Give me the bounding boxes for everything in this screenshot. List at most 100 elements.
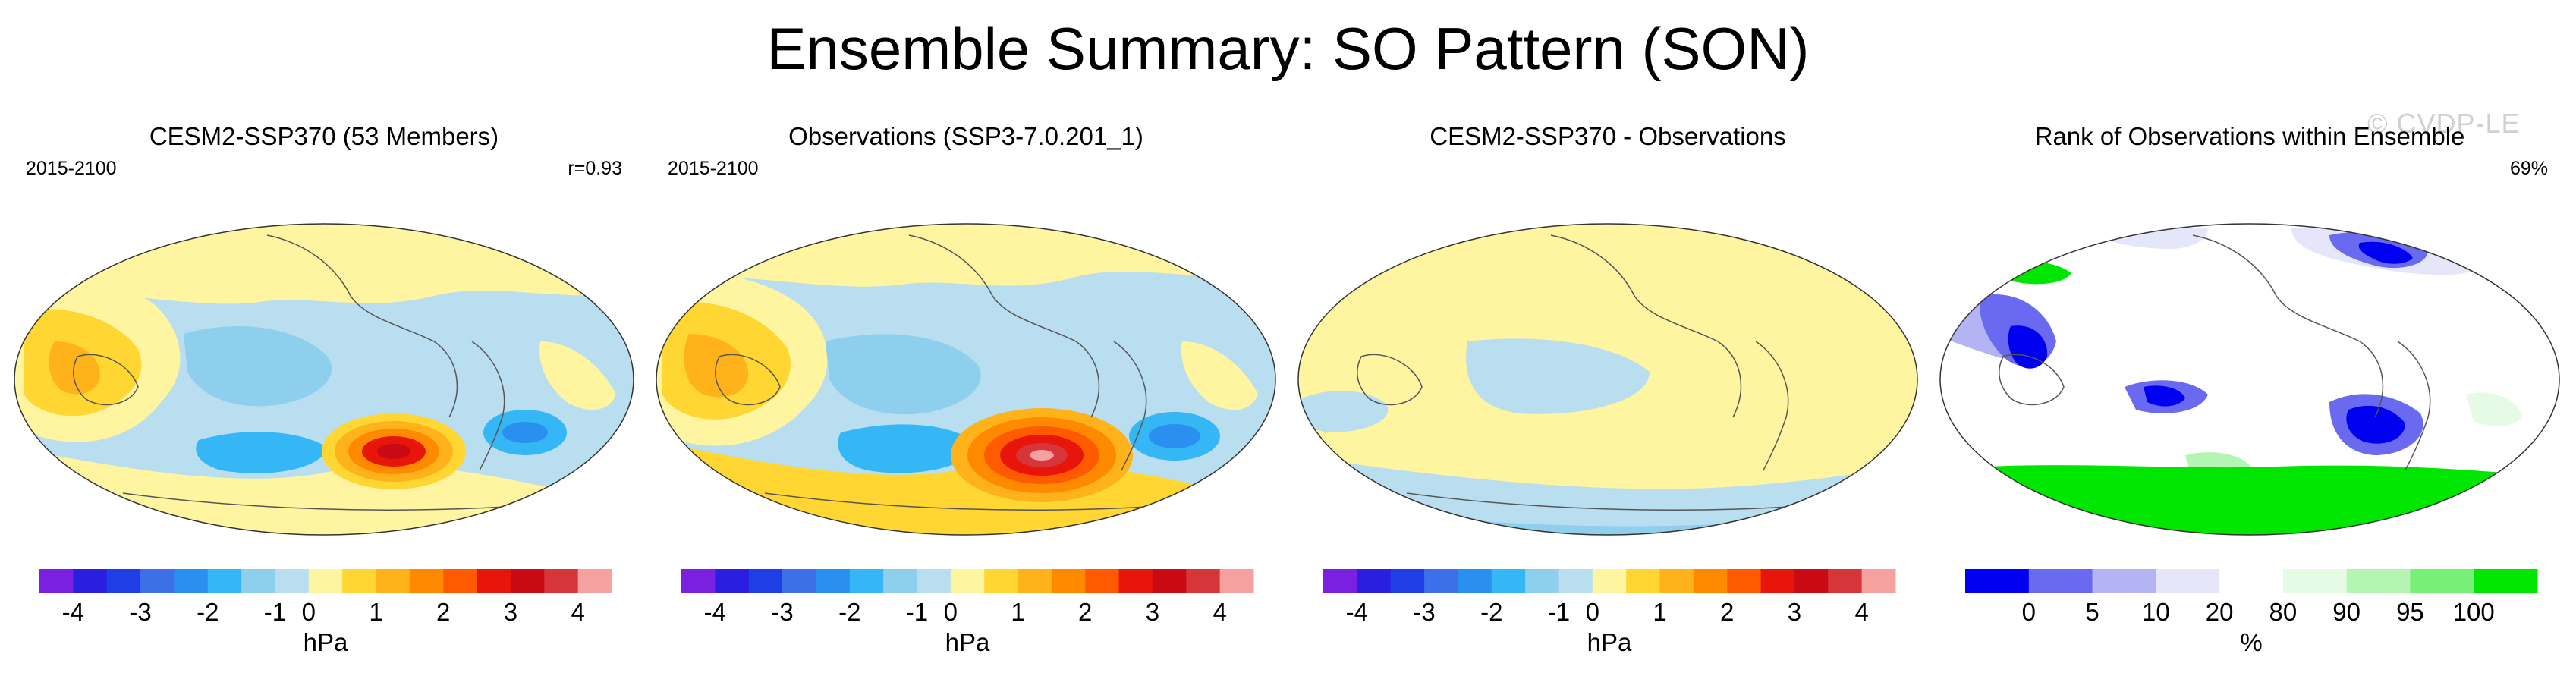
- colorbar-units-label: %: [2240, 628, 2262, 656]
- colorbar-swatch: [1424, 569, 1458, 593]
- colorbar-swatch: [342, 569, 377, 593]
- colorbar-tick-label: -4: [704, 598, 726, 626]
- colorbar-swatch: [883, 569, 917, 593]
- colorbar-swatch: [748, 569, 783, 593]
- percent-label: 69%: [2509, 158, 2548, 179]
- colorbar-swatch: [2282, 569, 2348, 593]
- colorbar-swatch: [308, 569, 343, 593]
- colorbar-swatch: [275, 569, 310, 593]
- period-label: 2015-2100: [26, 158, 117, 179]
- colorbar-tick-label: -1: [906, 598, 928, 626]
- colorbar-swatch: [1626, 569, 1661, 593]
- colorbar-swatch: [1592, 569, 1627, 593]
- colorbar-units-label: hPa: [304, 628, 348, 656]
- colorbar-swatch: [849, 569, 884, 593]
- colorbar-model: -4 -3 -2 -1 0 1 2 3 4 hPa: [39, 569, 612, 656]
- colorbar-swatch: [715, 569, 750, 593]
- colorbar-swatch: [577, 569, 612, 593]
- colorbar-tick-label: 4: [1213, 598, 1226, 626]
- colorbar-swatch: [140, 569, 175, 593]
- correlation-label: r=0.93: [568, 158, 622, 179]
- figure-title: Ensemble Summary: SO Pattern (SON): [766, 15, 1810, 82]
- colorbar-swatch: [443, 569, 478, 593]
- colorbar-swatch: [174, 569, 209, 593]
- panel-obs: Observations (SSP3-7.0.201_1) 2015-2100 …: [651, 114, 1281, 668]
- colorbar-swatch: [950, 569, 985, 593]
- colorbar-tick-label: 90: [2332, 598, 2361, 626]
- colorbar-tick-label: 0: [302, 598, 316, 626]
- colorbar-tick-label: -4: [1346, 598, 1368, 626]
- colorbar-tick-label: -2: [197, 598, 219, 626]
- colorbar-tick-label: 2: [436, 598, 450, 626]
- colorbar-swatch: [376, 569, 410, 593]
- colorbar-swatch: [1085, 569, 1120, 593]
- colorbar-swatch: [1152, 569, 1187, 593]
- panel-diff: CESM2-SSP370 - Observations -4 -3 -2 -1 0 1 2 3…: [1293, 114, 1923, 668]
- colorbar-tick-label: -3: [771, 598, 793, 626]
- colorbar-swatch: [106, 569, 141, 593]
- colorbar-tick-label: 3: [1146, 598, 1159, 626]
- colorbar-swatch: [1458, 569, 1492, 593]
- colorbar-tick-label: 80: [2269, 598, 2298, 626]
- panel-rank: Rank of Observations within Ensemble 69%…: [1935, 114, 2565, 668]
- colorbar-swatch: [477, 569, 511, 593]
- colorbar-tick-label: 3: [1788, 598, 1801, 626]
- colorbar-swatch: [1051, 569, 1086, 593]
- colorbar-swatch: [1659, 569, 1694, 593]
- colorbar-tick-label: 10: [2142, 598, 2170, 626]
- map-obs: [656, 223, 1276, 536]
- colorbar-tick-label: 5: [2085, 598, 2099, 626]
- colorbar-swatch: [207, 569, 242, 593]
- colorbar-swatch: [782, 569, 816, 593]
- colorbar-tick-label: 2: [1078, 598, 1092, 626]
- colorbar-swatch: [1558, 569, 1593, 593]
- colorbar-swatch: [510, 569, 545, 593]
- colorbar-swatch: [1727, 569, 1762, 593]
- colorbar-swatch: [2156, 569, 2220, 593]
- colorbar-swatch: [1760, 569, 1795, 593]
- colorbar-obs: -4 -3 -2 -1 0 1 2 3 4 hPa: [681, 569, 1254, 656]
- colorbar-tick-label: 3: [504, 598, 517, 626]
- colorbar-tick-label: -4: [62, 598, 84, 626]
- panel-title: Observations (SSP3-7.0.201_1): [788, 122, 1143, 150]
- colorbar-swatch: [1491, 569, 1526, 593]
- colorbar-tick-label: -1: [264, 598, 286, 626]
- colorbar-tick-label: 0: [2022, 598, 2036, 626]
- colorbar-swatch: [2028, 569, 2093, 593]
- colorbar-tick-label: 95: [2396, 598, 2424, 626]
- colorbar-tick-label: -3: [1413, 598, 1435, 626]
- panel-model: CESM2-SSP370 (53 Members) 2015-2100 r=0.…: [9, 114, 639, 668]
- colorbar-swatch: [1118, 569, 1153, 593]
- colorbar-swatch: [1219, 569, 1254, 593]
- colorbar-tick-label: 2: [1720, 598, 1734, 626]
- colorbar-swatch: [1965, 569, 2030, 593]
- colorbar-swatch: [917, 569, 951, 593]
- colorbar-swatch: [681, 569, 716, 593]
- colorbar-tick-label: 1: [1011, 598, 1024, 626]
- colorbar-tick-label: 0: [944, 598, 958, 626]
- panel-title: Rank of Observations within Ensemble: [2034, 122, 2465, 150]
- colorbar-swatch: [816, 569, 851, 593]
- colorbar-swatch: [1390, 569, 1425, 593]
- colorbar-tick-label: -2: [838, 598, 860, 626]
- colorbar-swatch: [2410, 569, 2474, 593]
- colorbar-units-label: hPa: [1587, 628, 1632, 656]
- colorbar-swatch: [39, 569, 74, 593]
- colorbar-swatch: [2219, 569, 2284, 593]
- colorbar-tick-label: 20: [2206, 598, 2234, 626]
- colorbar-swatch: [1525, 569, 1559, 593]
- colorbar-tick-label: -1: [1548, 598, 1570, 626]
- colorbar-swatch: [241, 569, 275, 593]
- colorbar-diff: -4 -3 -2 -1 0 1 2 3 4 hPa: [1323, 569, 1896, 656]
- colorbar-swatch: [1357, 569, 1392, 593]
- map-rank: [1939, 223, 2560, 536]
- colorbar-swatch: [1861, 569, 1896, 593]
- map-model: [14, 223, 634, 536]
- colorbar-tick-label: -3: [129, 598, 151, 626]
- colorbar-swatch: [544, 569, 579, 593]
- colorbar-swatch: [1794, 569, 1829, 593]
- colorbar-swatch: [2092, 569, 2156, 593]
- colorbar-swatch: [2346, 569, 2411, 593]
- colorbar-tick-label: 1: [369, 598, 382, 626]
- colorbar-tick-label: -2: [1480, 598, 1502, 626]
